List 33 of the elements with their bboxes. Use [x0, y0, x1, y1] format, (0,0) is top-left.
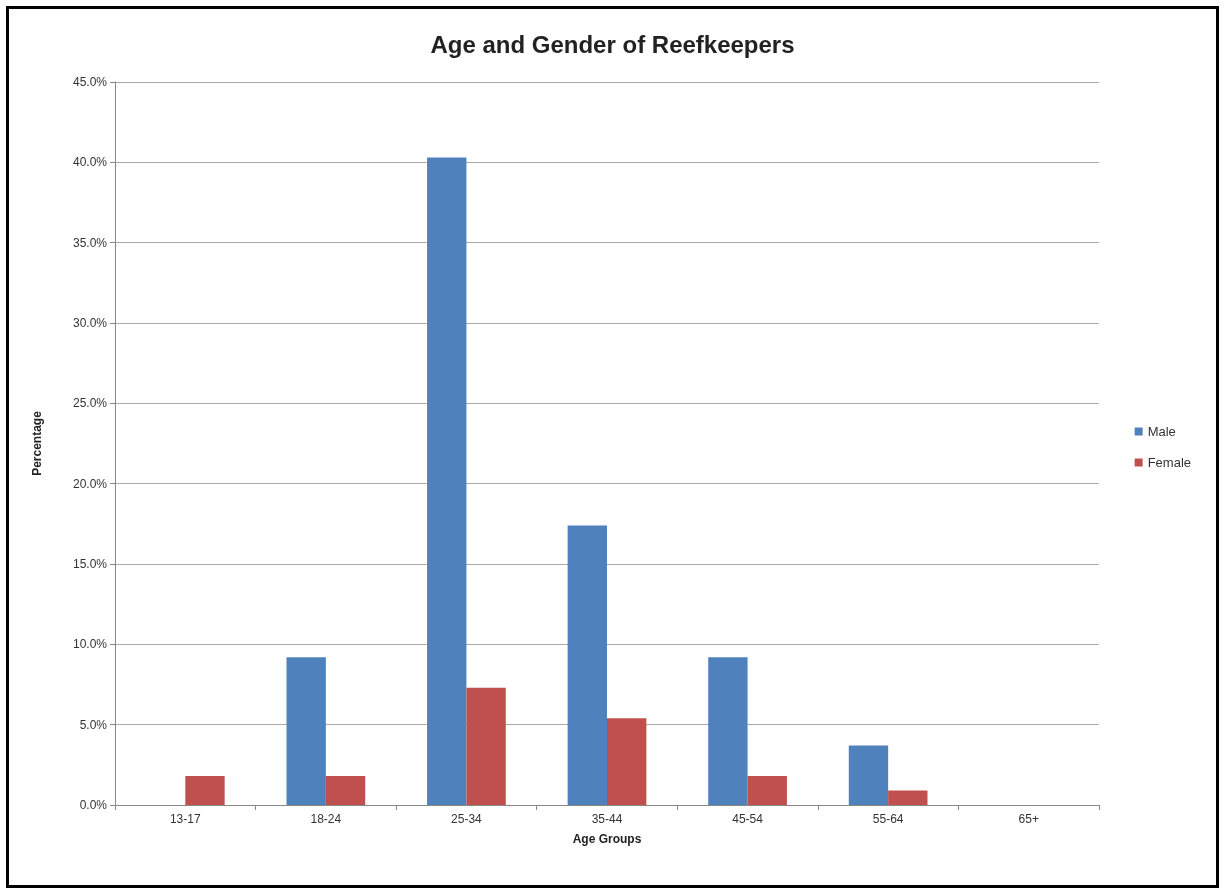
- bar: [325, 776, 366, 805]
- y-tick-label: 40.0%: [72, 155, 108, 170]
- y-tick-label: 20.0%: [72, 476, 108, 491]
- bar: [567, 525, 607, 805]
- x-axis-title: Age Groups: [572, 832, 642, 846]
- y-tick-label: 45.0%: [72, 75, 108, 89]
- bar: [888, 790, 928, 805]
- bar: [708, 657, 748, 805]
- y-tick-label: 30.0%: [72, 316, 108, 330]
- y-tick-label: 35.0%: [72, 235, 108, 250]
- x-tick-label: 13-17: [169, 812, 201, 826]
- bar: [848, 745, 889, 805]
- y-axis-title: Percentage: [30, 410, 44, 476]
- bar: [427, 157, 467, 805]
- bar: [286, 657, 326, 805]
- legend-label: Female: [1147, 455, 1192, 470]
- bar: [607, 718, 647, 805]
- y-tick-label: 5.0%: [79, 717, 108, 732]
- y-tick-label: 25.0%: [72, 396, 108, 411]
- chart-title: Age and Gender of Reefkeepers: [430, 30, 795, 58]
- x-tick-label: 18-24: [310, 812, 342, 826]
- y-tick-label: 0.0%: [79, 798, 108, 812]
- x-tick-label: 35-44: [591, 812, 623, 826]
- x-tick-label: 55-64: [872, 812, 904, 826]
- x-tick-label: 65+: [1018, 812, 1039, 826]
- y-tick-label: 15.0%: [72, 557, 108, 571]
- bar: [466, 687, 506, 805]
- y-tick-label: 10.0%: [72, 637, 108, 652]
- x-tick-label: 25-34: [451, 812, 483, 826]
- x-tick-label: 45-54: [732, 812, 764, 826]
- bar: [185, 776, 225, 805]
- bar: [747, 776, 787, 805]
- legend-label: Male: [1147, 424, 1176, 439]
